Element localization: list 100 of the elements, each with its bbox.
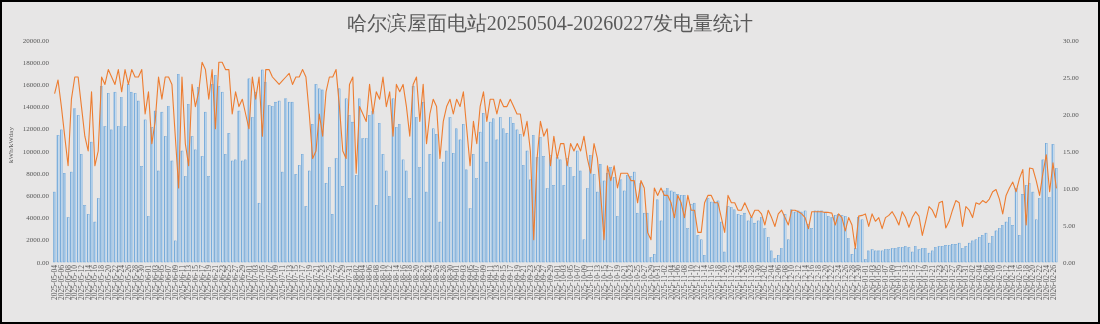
bar xyxy=(632,171,636,263)
bar xyxy=(576,150,579,263)
bar xyxy=(525,150,529,263)
bar xyxy=(358,98,361,263)
bar xyxy=(877,250,881,263)
bar xyxy=(669,190,673,263)
bar xyxy=(894,248,897,263)
bar xyxy=(870,249,874,263)
bar xyxy=(830,217,834,263)
bar xyxy=(113,91,117,263)
bar xyxy=(937,246,941,263)
bar xyxy=(964,246,968,263)
bar xyxy=(1051,144,1055,263)
bar xyxy=(934,247,937,263)
bar xyxy=(944,245,948,263)
bar xyxy=(974,239,978,263)
bar xyxy=(498,117,502,263)
bar xyxy=(100,86,103,263)
bar xyxy=(713,201,716,263)
bar xyxy=(783,214,787,263)
bar xyxy=(120,97,123,263)
bar xyxy=(227,133,231,263)
bar xyxy=(967,242,971,263)
bar xyxy=(187,104,190,263)
bar xyxy=(1004,221,1008,263)
bar xyxy=(689,204,693,263)
bar xyxy=(733,209,736,263)
bar xyxy=(133,93,137,263)
bar xyxy=(837,214,840,263)
bar xyxy=(589,155,592,263)
bar xyxy=(492,118,495,263)
bar xyxy=(880,250,884,263)
bar xyxy=(287,101,291,263)
bar xyxy=(1014,188,1018,263)
bar xyxy=(693,202,696,263)
bar xyxy=(907,247,911,263)
bar xyxy=(271,106,274,263)
bar xyxy=(411,86,415,263)
bar xyxy=(726,206,730,263)
bar xyxy=(462,124,465,263)
bar xyxy=(421,101,425,263)
bar xyxy=(874,250,877,263)
bar xyxy=(666,188,669,263)
bar xyxy=(797,210,800,263)
bar xyxy=(994,230,998,263)
bar xyxy=(813,210,817,263)
bar xyxy=(301,154,304,263)
bar xyxy=(559,159,562,263)
bar xyxy=(656,199,659,263)
bar xyxy=(314,84,318,263)
bar xyxy=(750,217,753,263)
bar xyxy=(291,101,294,263)
bar xyxy=(820,210,824,263)
bar xyxy=(971,240,974,263)
bar xyxy=(482,113,485,263)
bar xyxy=(978,237,981,263)
bar xyxy=(924,248,927,263)
bar xyxy=(904,246,907,263)
bar xyxy=(897,247,901,263)
bar xyxy=(455,128,458,263)
bar xyxy=(274,101,278,263)
bar xyxy=(472,154,475,263)
bar xyxy=(197,87,200,263)
bar xyxy=(254,91,257,263)
bar xyxy=(73,108,77,263)
line-series xyxy=(54,61,1057,250)
bar xyxy=(431,128,435,263)
bar xyxy=(639,182,643,263)
bar xyxy=(917,249,921,263)
bar xyxy=(833,215,837,263)
bar xyxy=(321,89,324,263)
bar xyxy=(823,211,827,263)
bar xyxy=(890,248,894,263)
bar xyxy=(900,247,904,263)
bar xyxy=(957,242,961,263)
bar xyxy=(927,252,931,263)
bar xyxy=(488,121,492,263)
bar xyxy=(860,219,864,263)
bar xyxy=(884,249,887,263)
bar xyxy=(679,195,683,263)
bar xyxy=(371,110,375,263)
bar xyxy=(867,250,870,263)
chart-title: 哈尔滨屋面电站20250504-20260227发电量统计 xyxy=(346,12,754,34)
bar xyxy=(981,235,984,263)
bar xyxy=(921,248,924,263)
bar xyxy=(328,167,331,263)
bar xyxy=(887,249,891,263)
bar xyxy=(756,220,760,263)
bar xyxy=(60,129,63,263)
bar xyxy=(318,88,321,263)
bar xyxy=(760,217,763,263)
bar xyxy=(1028,182,1031,263)
bar xyxy=(984,232,988,263)
bar xyxy=(247,78,251,263)
bar xyxy=(539,137,542,263)
bar xyxy=(710,201,713,263)
bar xyxy=(143,119,147,263)
bar xyxy=(914,246,917,263)
bar xyxy=(509,117,512,263)
bar xyxy=(793,211,797,263)
